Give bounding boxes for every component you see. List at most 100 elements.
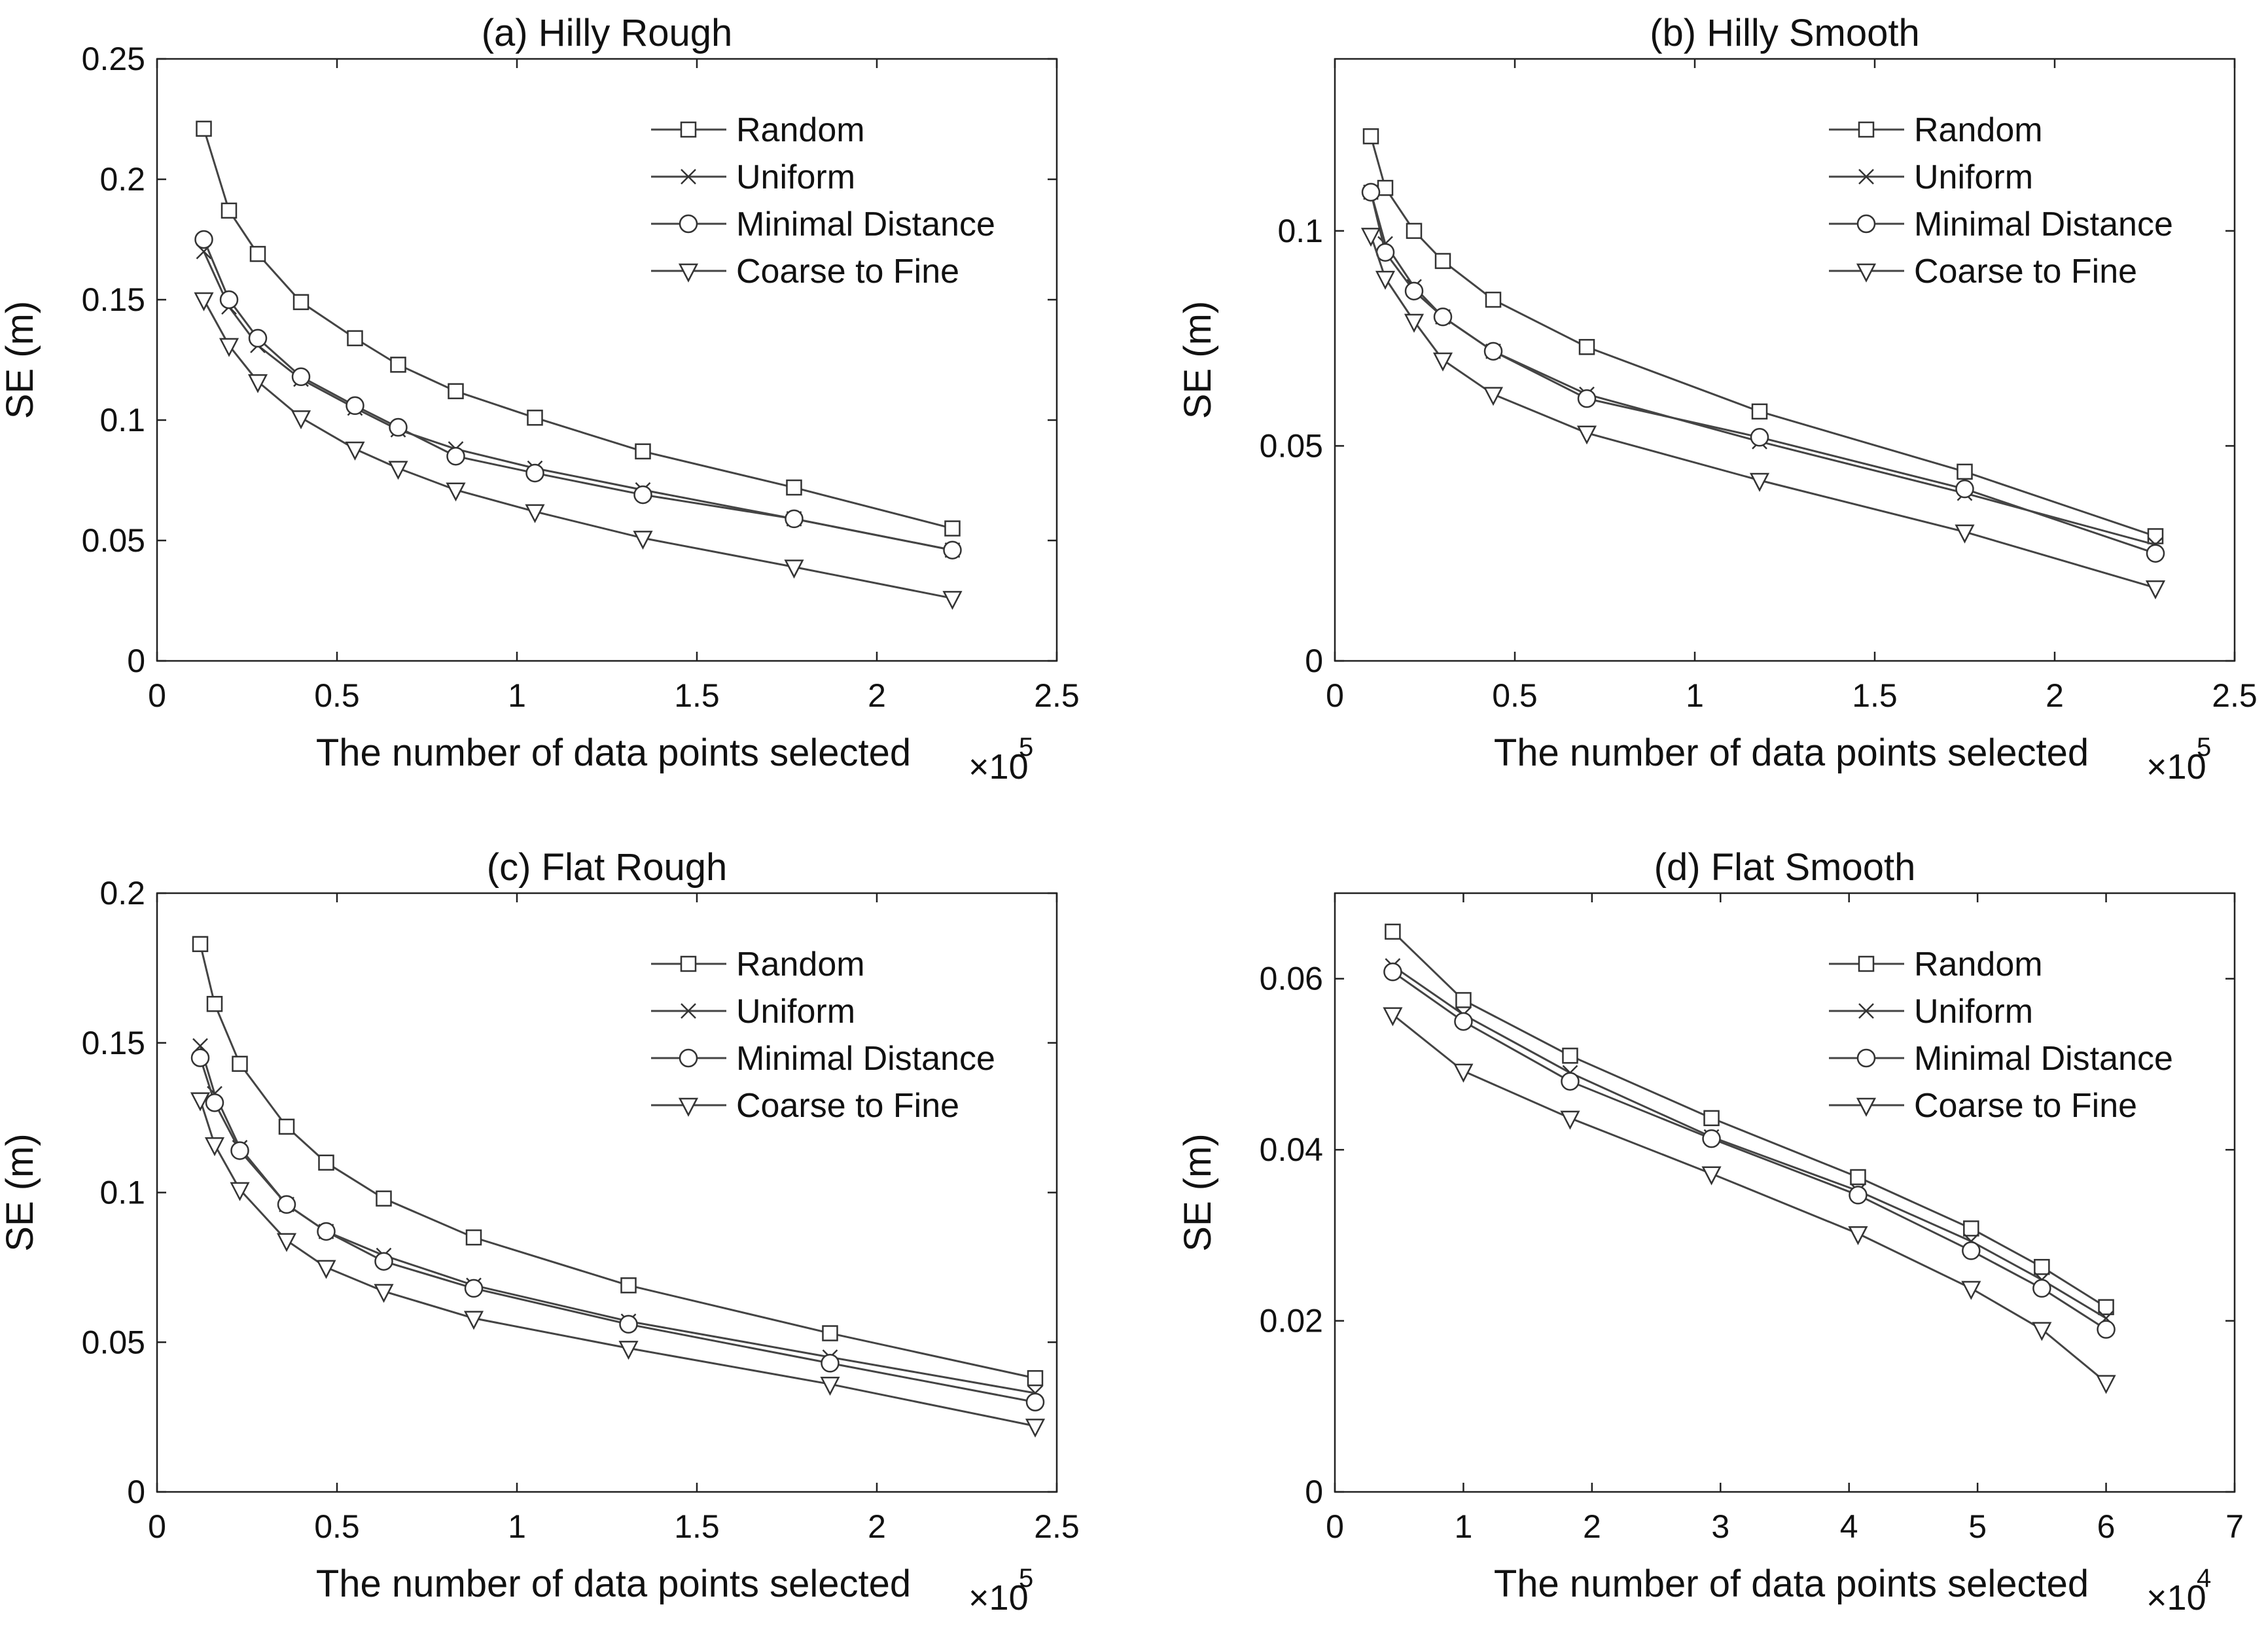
- y-tick-label: 0.15: [82, 281, 145, 318]
- x-tick-label: 2: [1583, 1508, 1601, 1545]
- legend-label: Random: [736, 111, 865, 149]
- data-point: [390, 357, 406, 373]
- data-point: [292, 294, 310, 310]
- data-point: [1434, 253, 1451, 270]
- legend-label: Coarse to Fine: [736, 1087, 959, 1125]
- chart-panel-4: 0 1 2 3 4 5 6 7 0 0.02 0.04 0.06 (d) Flat Smooth The …: [1177, 846, 2244, 1618]
- data-point: [1578, 339, 1595, 355]
- data-point: [1433, 308, 1453, 327]
- y-tick-label: 0.05: [82, 522, 145, 559]
- series-coarse-to-fine: [190, 1092, 1046, 1438]
- legend-label: Minimal Distance: [1914, 1040, 2173, 1078]
- data-point: [1362, 128, 1379, 145]
- y-tick-label: 0: [1305, 643, 1323, 679]
- x-axis-label: The number of data points selected: [1494, 732, 2089, 774]
- data-point: [190, 1048, 210, 1067]
- data-point: [1562, 1048, 1578, 1064]
- data-point: [1955, 524, 1975, 544]
- x-tick-label: 2.5: [1034, 677, 1080, 714]
- x-axis-label: The number of data points selected: [316, 732, 911, 774]
- y-tick-label: 0: [127, 1474, 145, 1510]
- data-point: [230, 1182, 250, 1201]
- x-axis-multiplier-exponent: 5: [1019, 733, 1033, 762]
- data-point: [318, 1154, 334, 1171]
- data-point: [785, 509, 804, 529]
- legend-marker: [1856, 263, 1877, 283]
- legend-marker: [1858, 1003, 1874, 1019]
- legend-label: Coarse to Fine: [1914, 253, 2137, 291]
- data-point: [446, 482, 466, 502]
- data-point: [525, 504, 545, 523]
- legend-marker: [1856, 1048, 1876, 1068]
- data-point: [291, 367, 311, 387]
- data-point: [2147, 528, 2164, 544]
- data-point: [2097, 1320, 2116, 1339]
- x-axis-multiplier-exponent: 5: [2197, 733, 2211, 762]
- x-tick-label: 4: [1840, 1508, 1858, 1545]
- data-point: [633, 531, 653, 550]
- legend-label: Random: [1914, 946, 2043, 983]
- y-axis-label: SE (m): [0, 1133, 41, 1251]
- data-point: [249, 245, 266, 262]
- data-point: [1404, 281, 1424, 301]
- y-tick-label: 0.04: [1260, 1131, 1323, 1168]
- legend-marker: [678, 1097, 699, 1117]
- legend-marker: [679, 1048, 698, 1068]
- data-point: [374, 1252, 393, 1271]
- data-point: [2098, 1299, 2114, 1315]
- series-line-random: [199, 944, 1036, 1379]
- data-point: [1963, 1220, 1979, 1237]
- data-point: [1849, 1186, 1868, 1205]
- legend-marker: [681, 169, 696, 185]
- x-tick-label: 1: [508, 677, 526, 714]
- series-minimal-distance: [194, 230, 962, 559]
- x-tick-label: 3: [1711, 1508, 1729, 1545]
- data-point: [276, 1233, 297, 1252]
- data-point: [194, 230, 213, 249]
- series-minimal-distance: [1383, 963, 2116, 1339]
- data-point: [633, 485, 652, 504]
- data-point: [448, 383, 464, 400]
- legend-marker: [1858, 955, 1875, 972]
- x-tick-label: 2: [868, 1508, 886, 1545]
- series-coarse-to-fine: [1383, 1007, 2116, 1394]
- series-line-uniform: [1392, 964, 2107, 1319]
- legend-label: Coarse to Fine: [1914, 1087, 2137, 1125]
- data-point: [635, 443, 651, 460]
- legend-item-uniform: Uniform: [1829, 158, 2033, 196]
- series-minimal-distance: [190, 1048, 1045, 1411]
- legend-item-coarse-to-fine: Coarse to Fine: [651, 1087, 959, 1125]
- data-point: [374, 1284, 394, 1303]
- legend-item-uniform: Uniform: [1829, 993, 2033, 1031]
- x-axis-multiplier-exponent: 4: [2197, 1564, 2211, 1593]
- x-axis-multiplier: ×10: [2146, 1578, 2206, 1618]
- data-point: [219, 338, 239, 357]
- plot-frame: [1334, 58, 2236, 662]
- data-point: [232, 1055, 248, 1072]
- legend-marker: [680, 121, 697, 138]
- legend-item-coarse-to-fine: Coarse to Fine: [1829, 1087, 2137, 1125]
- data-point: [192, 936, 209, 953]
- series-coarse-to-fine: [194, 292, 963, 610]
- data-point: [1027, 1370, 1044, 1387]
- x-tick-label: 0: [1326, 1508, 1344, 1545]
- data-point: [786, 479, 802, 496]
- data-point: [1404, 313, 1425, 333]
- data-point: [1561, 1072, 1580, 1091]
- x-tick-label: 6: [2097, 1508, 2116, 1545]
- legend-label: Random: [1914, 111, 2043, 149]
- x-axis-multiplier-exponent: 5: [1019, 1564, 1033, 1593]
- data-point: [1385, 923, 1401, 940]
- data-point: [2145, 580, 2166, 599]
- x-tick-label: 0.5: [1492, 677, 1538, 714]
- x-axis-multiplier: ×10: [2146, 747, 2206, 787]
- legend-item-random: Random: [1829, 946, 2043, 983]
- data-point: [1751, 403, 1768, 420]
- data-point: [463, 1311, 484, 1330]
- data-point: [620, 1277, 637, 1294]
- y-tick-label: 0.25: [82, 41, 145, 77]
- data-point: [2034, 1258, 2050, 1275]
- data-point: [821, 1354, 840, 1373]
- data-point: [822, 1325, 838, 1341]
